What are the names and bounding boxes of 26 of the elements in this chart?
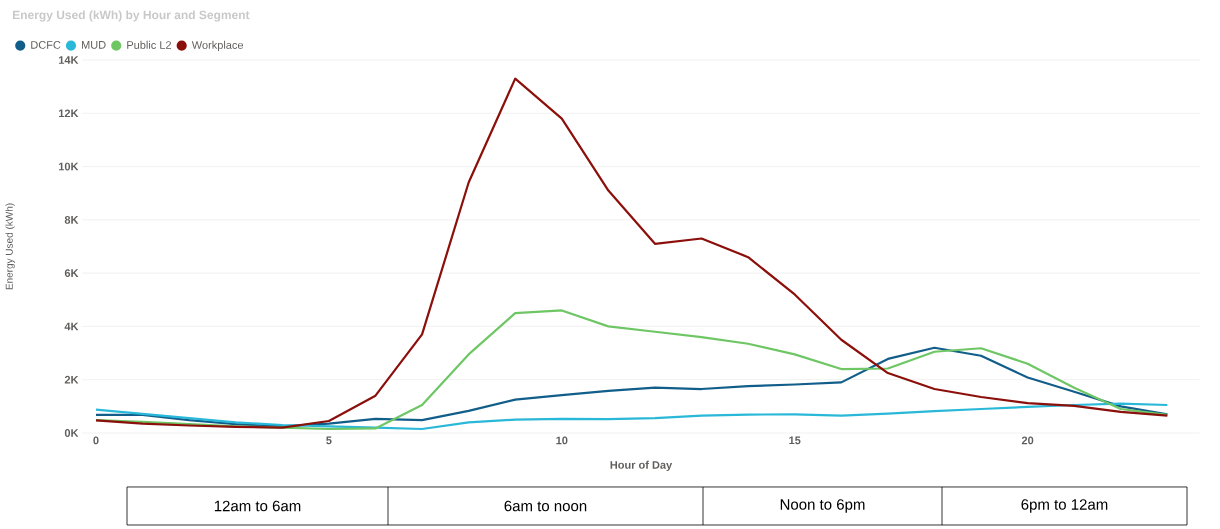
x-tick-label: 15: [789, 436, 801, 445]
text: 6am to noon: [504, 500, 587, 512]
line-series: [94, 402, 1169, 431]
y-tick-label: 0K: [64, 429, 79, 437]
y-tick-label: 14K: [58, 56, 79, 64]
legend-label: MUD: [82, 41, 106, 49]
line-series: [94, 77, 1169, 429]
text: Noon to 6pm: [780, 499, 865, 513]
text: 12am to 6am: [214, 500, 301, 512]
y-axis-title: Energy Used (kWh): [5, 203, 15, 290]
y-tick-label: 4K: [64, 322, 79, 331]
legend-label: Workplace: [191, 40, 244, 52]
x-tick-label: 0: [93, 436, 99, 445]
line-series: [94, 346, 1169, 428]
y-tick-label: 6K: [64, 269, 79, 278]
x-tick-label: 5: [326, 436, 332, 445]
y-tick-label: 12K: [58, 109, 79, 118]
text: 6pm to 12am: [1021, 499, 1108, 513]
legend-label: DCFC: [31, 41, 61, 49]
x-tick-label: 10: [556, 436, 568, 445]
legend-label: Public L2: [127, 40, 172, 49]
x-tick-label: 20: [1021, 436, 1034, 445]
y-tick-label: 2K: [64, 375, 79, 384]
y-tick-label: 8K: [64, 215, 79, 224]
x-axis-title: Hour of Day: [610, 460, 673, 472]
y-tick-label: 10K: [58, 162, 79, 171]
